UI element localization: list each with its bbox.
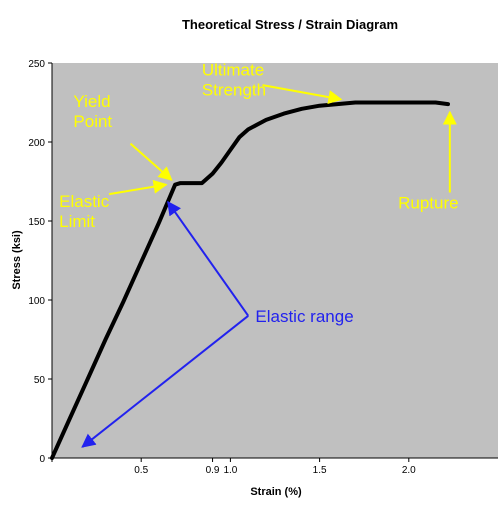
y-tick-label: 0 [39,454,45,465]
x-tick-label: 1.5 [313,465,327,476]
annotation-elastic-range-arrow [167,200,250,317]
annotation-elastic-limit-text: Elastic [59,192,110,211]
annotation-elastic-range-text: Elastic range [255,307,353,326]
annotation-elastic-limit-text: Limit [59,212,95,231]
y-tick-label: 250 [28,59,45,70]
y-tick-label: 50 [34,375,46,386]
annotations: UltimateStrengthYieldPointElasticLimitRu… [59,61,459,448]
stress-strain-curve [50,100,450,460]
plot-area [52,63,498,458]
x-axis-label: Strain (%) [250,486,302,498]
x-tick-label: 1.0 [223,465,237,476]
x-ticks: 0.5 0.9 1.0 1.5 2.0 [51,458,416,476]
annotation-elastic-range: Elastic range [81,200,354,448]
y-tick-label: 200 [28,138,45,149]
annotation-rupture: Rupture [398,110,459,212]
y-ticks: 0 50 100 150 200 250 [28,59,52,465]
y-tick-label: 150 [28,217,45,228]
x-tick-label: 0.5 [134,465,148,476]
x-tick-label: 2.0 [402,465,416,476]
annotation-ultimate-arrow [262,84,343,104]
x-tick-label: 0.9 [206,465,220,476]
annotation-rupture-text: Rupture [398,193,458,212]
y-axis-label: Stress (ksi) [11,230,23,290]
annotation-elastic-limit-arrow [108,179,168,196]
annotation-yield-text: Yield [73,92,110,111]
annotation-ultimate-text: Ultimate [202,61,264,80]
annotation-yield-text: Point [73,112,112,131]
y-tick-label: 100 [28,296,45,307]
annotation-yield-arrow [129,142,173,181]
annotation-elastic-range-arrow [81,315,249,448]
chart-title: Theoretical Stress / Strain Diagram [182,17,398,32]
annotation-ultimate-text: Strength [202,81,266,100]
